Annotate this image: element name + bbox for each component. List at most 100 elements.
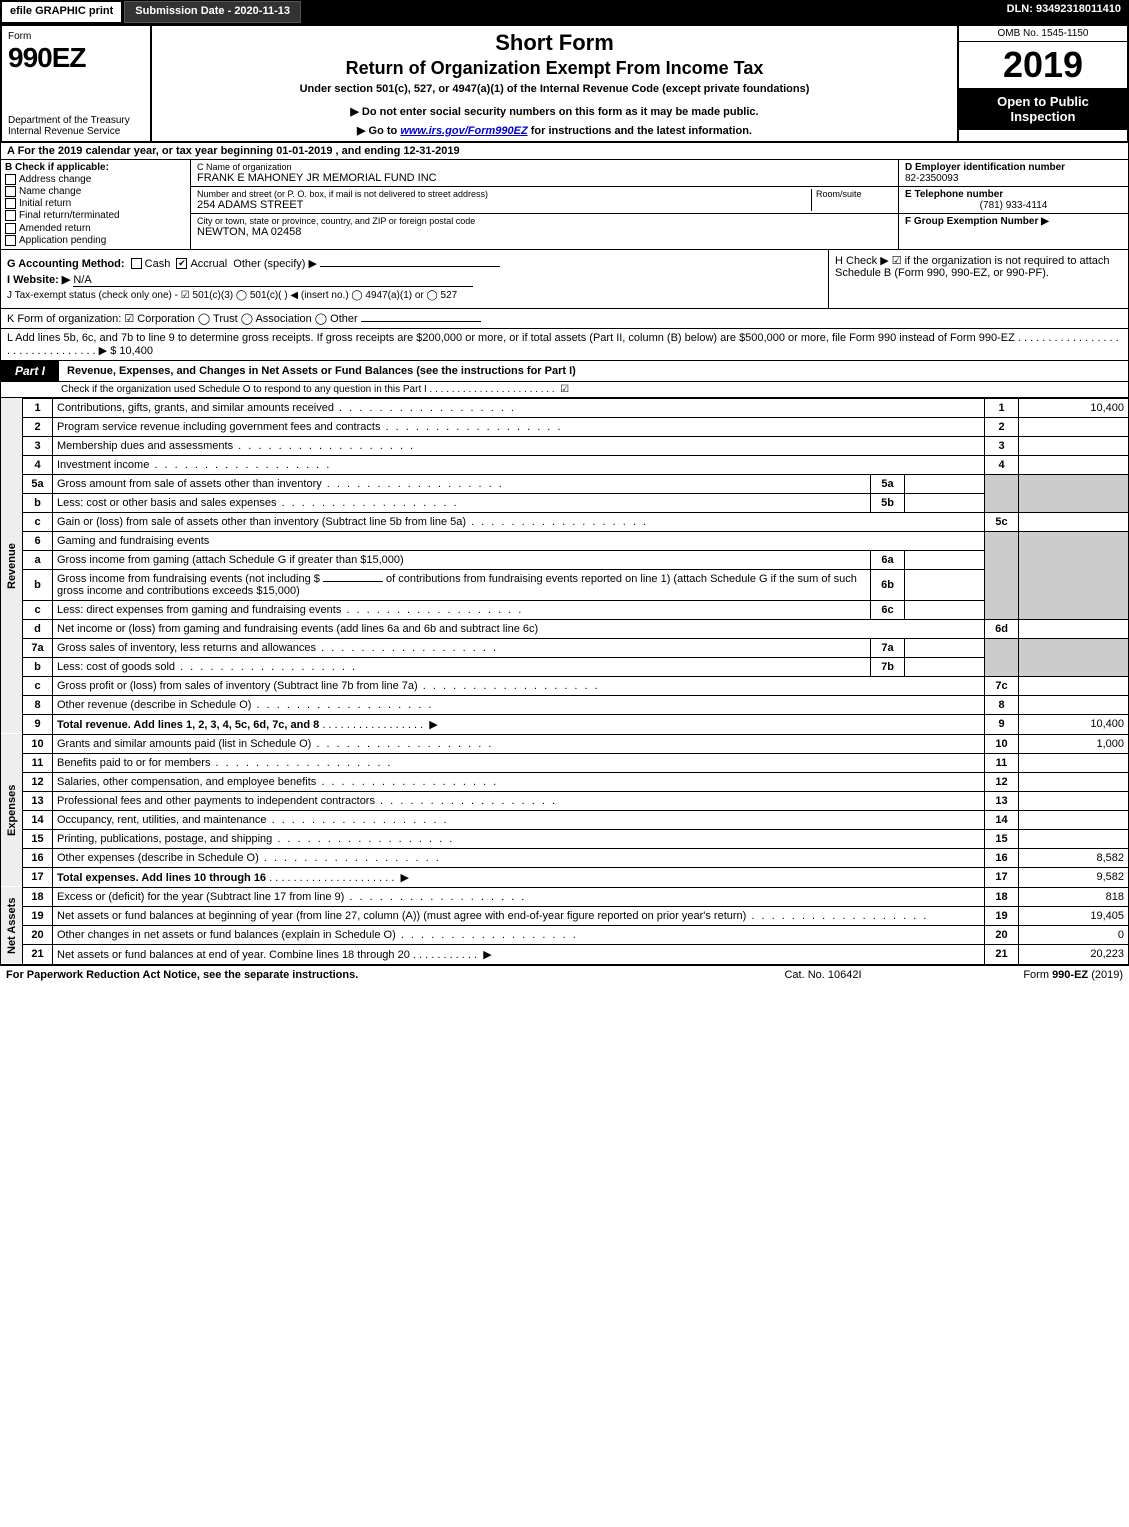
g-other-input[interactable]	[320, 266, 500, 267]
phone-label: E Telephone number	[905, 189, 1122, 200]
row-7b: bLess: cost of goods sold7b	[1, 657, 1129, 676]
short-form-title: Short Form	[162, 30, 947, 56]
subtitle: Under section 501(c), 527, or 4947(a)(1)…	[162, 83, 947, 95]
form-meta-block: OMB No. 1545-1150 2019 Open to Public In…	[957, 26, 1127, 141]
cb-amended-return[interactable]: Amended return	[5, 223, 186, 234]
row-6c: cLess: direct expenses from gaming and f…	[1, 600, 1129, 619]
street-label: Number and street (or P. O. box, if mail…	[197, 189, 807, 199]
ein-value: 82-2350093	[905, 173, 1122, 184]
part-1-title: Revenue, Expenses, and Changes in Net As…	[59, 362, 1128, 380]
cb-application-pending[interactable]: Application pending	[5, 235, 186, 246]
phone-value: (781) 933-4114	[905, 200, 1122, 211]
line-g-accounting: G Accounting Method: Cash Accrual Other …	[7, 257, 822, 270]
g-accrual[interactable]: Accrual	[190, 258, 227, 270]
ein-label: D Employer identification number	[905, 162, 1122, 173]
column-b-checkboxes: B Check if applicable: Address change Na…	[1, 160, 191, 249]
row-5a: 5aGross amount from sale of assets other…	[1, 474, 1129, 493]
accounting-website-block: G Accounting Method: Cash Accrual Other …	[0, 250, 1129, 309]
open-to-public: Open to Public Inspection	[959, 88, 1127, 130]
row-6a: aGross income from gaming (attach Schedu…	[1, 550, 1129, 569]
k-other-input[interactable]	[361, 321, 481, 322]
line-i-website: I Website: ▶ N/A	[7, 273, 822, 287]
cb-initial-return[interactable]: Initial return	[5, 198, 186, 209]
irs-text: Internal Revenue Service	[8, 126, 120, 137]
row-12: 12Salaries, other compensation, and empl…	[1, 772, 1129, 791]
omb-number: OMB No. 1545-1150	[959, 26, 1127, 42]
form-number: 990EZ	[8, 42, 86, 73]
link-prefix: ▶ Go to	[357, 125, 400, 137]
efile-print-button[interactable]: efile GRAPHIC print	[1, 1, 122, 23]
org-name-value: FRANK E MAHONEY JR MEMORIAL FUND INC	[197, 172, 892, 184]
topbar-spacer	[302, 0, 999, 24]
column-d-ein: D Employer identification number 82-2350…	[898, 160, 1128, 249]
l-amount: $ 10,400	[110, 345, 153, 357]
row-5c: cGain or (loss) from sale of assets othe…	[1, 512, 1129, 531]
row-2: 2Program service revenue including gover…	[1, 417, 1129, 436]
part-1-sub-text: Check if the organization used Schedule …	[61, 384, 555, 395]
inspect-line2: Inspection	[1010, 109, 1075, 124]
l-text: L Add lines 5b, 6c, and 7b to line 9 to …	[7, 332, 1119, 357]
row-1: Revenue 1Contributions, gifts, grants, a…	[1, 398, 1129, 417]
inspect-line1: Open to Public	[997, 94, 1089, 109]
i-value: N/A	[73, 274, 473, 287]
org-name-cell: C Name of organization FRANK E MAHONEY J…	[191, 160, 898, 187]
top-bar: efile GRAPHIC print Submission Date - 20…	[0, 0, 1129, 24]
form-ref: Form 990-EZ (2019)	[923, 969, 1123, 981]
cb-name-change[interactable]: Name change	[5, 186, 186, 197]
submission-date-label: Submission Date - 2020-11-13	[124, 1, 301, 23]
row-19: 19Net assets or fund balances at beginni…	[1, 906, 1129, 925]
part-1-table: Revenue 1Contributions, gifts, grants, a…	[0, 398, 1129, 965]
row-6b: bGross income from fundraising events (n…	[1, 569, 1129, 600]
row-15: 15Printing, publications, postage, and s…	[1, 829, 1129, 848]
identity-block: B Check if applicable: Address change Na…	[0, 160, 1129, 250]
col-b-header: B Check if applicable:	[5, 162, 186, 173]
line-l-gross-receipts: L Add lines 5b, 6c, and 7b to line 9 to …	[0, 329, 1129, 361]
street-cell: Number and street (or P. O. box, if mail…	[191, 187, 898, 214]
row-4: 4Investment income4	[1, 455, 1129, 474]
line-h-schedule-b: H Check ▶ ☑ if the organization is not r…	[828, 250, 1128, 308]
net-assets-side-label: Net Assets	[1, 887, 23, 964]
irs-link[interactable]: www.irs.gov/Form990EZ	[400, 125, 527, 137]
form-word: Form	[8, 31, 31, 42]
k-text: K Form of organization: ☑ Corporation ◯ …	[7, 313, 358, 325]
part-1-header: Part I Revenue, Expenses, and Changes in…	[0, 361, 1129, 382]
link-suffix: for instructions and the latest informat…	[531, 125, 752, 137]
row-17: 17Total expenses. Add lines 10 through 1…	[1, 867, 1129, 887]
cb-final-return[interactable]: Final return/terminated	[5, 210, 186, 221]
dept-label: Department of the Treasury Internal Reve…	[8, 115, 144, 137]
row-9: 9Total revenue. Add lines 1, 2, 3, 4, 5c…	[1, 714, 1129, 734]
row-18: Net Assets 18Excess or (deficit) for the…	[1, 887, 1129, 906]
part-1-checkbox[interactable]: ☑	[560, 384, 569, 395]
city-label: City or town, state or province, country…	[197, 216, 892, 226]
street-value: 254 ADAMS STREET	[197, 199, 807, 211]
j-text: J Tax-exempt status (check only one) - ☑…	[7, 290, 457, 301]
i-label: I Website: ▶	[7, 274, 70, 286]
form-id-block: Form 990EZ Department of the Treasury In…	[2, 26, 152, 141]
row-21: 21Net assets or fund balances at end of …	[1, 944, 1129, 964]
g-other[interactable]: Other (specify) ▶	[233, 258, 317, 270]
row-6d: dNet income or (loss) from gaming and fu…	[1, 619, 1129, 638]
row-7c: cGross profit or (loss) from sales of in…	[1, 676, 1129, 695]
expenses-side-label: Expenses	[1, 734, 23, 887]
cb-address-change[interactable]: Address change	[5, 174, 186, 185]
catalog-number: Cat. No. 10642I	[723, 969, 923, 981]
row-6: 6Gaming and fundraising events	[1, 531, 1129, 550]
instructions-line: ▶ Go to www.irs.gov/Form990EZ for instru…	[162, 124, 947, 137]
page-footer: For Paperwork Reduction Act Notice, see …	[0, 965, 1129, 984]
row-20: 20Other changes in net assets or fund ba…	[1, 925, 1129, 944]
tax-year: 2019	[959, 42, 1127, 88]
dln-label: DLN: 93492318011410	[999, 0, 1129, 24]
ssn-warning: ▶ Do not enter social security numbers o…	[162, 105, 947, 118]
row-14: 14Occupancy, rent, utilities, and mainte…	[1, 810, 1129, 829]
part-1-subnote: Check if the organization used Schedule …	[0, 382, 1129, 398]
org-name-label: C Name of organization	[197, 162, 892, 172]
revenue-side-label: Revenue	[1, 398, 23, 734]
row-3: 3Membership dues and assessments3	[1, 436, 1129, 455]
row-16: 16Other expenses (describe in Schedule O…	[1, 848, 1129, 867]
g-cash[interactable]: Cash	[145, 258, 171, 270]
row-11: 11Benefits paid to or for members11	[1, 753, 1129, 772]
column-c-org-info: C Name of organization FRANK E MAHONEY J…	[191, 160, 898, 249]
h-text: H Check ▶ ☑ if the organization is not r…	[835, 255, 1110, 279]
room-label: Room/suite	[816, 189, 892, 199]
part-1-tab: Part I	[1, 361, 59, 381]
